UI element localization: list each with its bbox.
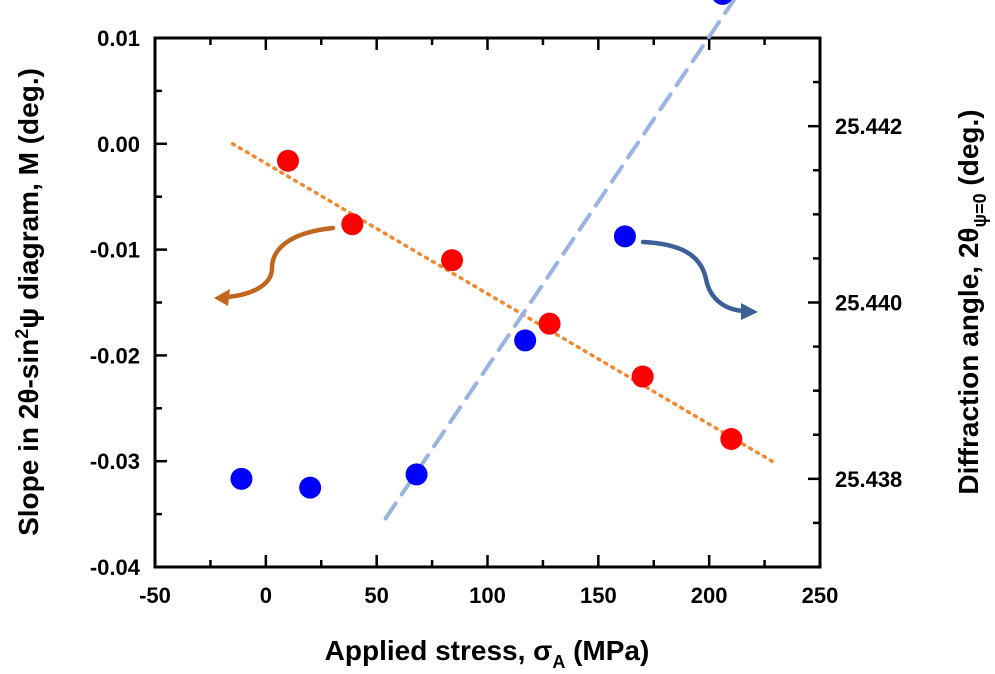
x-tick-label: 0 [260,583,272,608]
y-left-tick-label: -0.04 [90,555,141,580]
slope-point [538,312,561,335]
x-tick-label: 150 [580,583,617,608]
arrows [214,225,758,320]
x-tick-label: -50 [139,583,171,608]
x-axis-title: Applied stress, σA (MPa) [325,635,650,672]
y-right-tick-label: 25.440 [835,291,902,316]
angle-point [299,476,322,499]
y-right-axis-title: Diffraction angle, 2θψ=0 (deg.) [953,109,990,494]
x-tick-label: 250 [802,583,839,608]
axis-ticks [153,36,822,569]
slope-point [341,213,364,236]
slope-point [720,427,743,450]
slope-point [277,149,299,172]
angle-point [230,467,253,490]
tick-labels: -50 0 50 100 150 200 250 -0.04 -0.03 -0.02 -0.01 0.… [90,26,902,608]
right-axis-arrow [640,239,747,314]
left-axis-arrow [225,225,336,300]
angle-point [405,463,428,486]
y-left-tick-label: -0.01 [90,238,140,263]
y-left-axis-title: Slope in 2θ-sin2ψ diagram, M (deg.) [12,68,44,536]
x-tick-label: 200 [691,583,728,608]
angle-fit-line [383,0,737,521]
y-left-tick-label: -0.02 [90,343,140,368]
left-axis-arrowhead [214,289,230,306]
y-left-tick-label: -0.03 [90,449,140,474]
y-left-tick-label: 0.00 [97,132,140,157]
slope-point [441,249,464,272]
slope-fit-line [230,142,778,466]
y-right-tick-label: 25.438 [835,467,902,492]
data-points [230,0,743,499]
angle-point [613,225,636,248]
fit-lines [230,0,778,521]
y-right-tick-label: 25.442 [835,114,902,139]
x-tick-label: 50 [364,583,388,608]
right-axis-arrowhead [741,303,758,320]
angle-point [713,0,732,5]
slope-point [631,365,654,388]
angle-point [514,329,537,352]
y-left-tick-label: 0.01 [97,26,140,51]
x-tick-label: 100 [469,583,506,608]
